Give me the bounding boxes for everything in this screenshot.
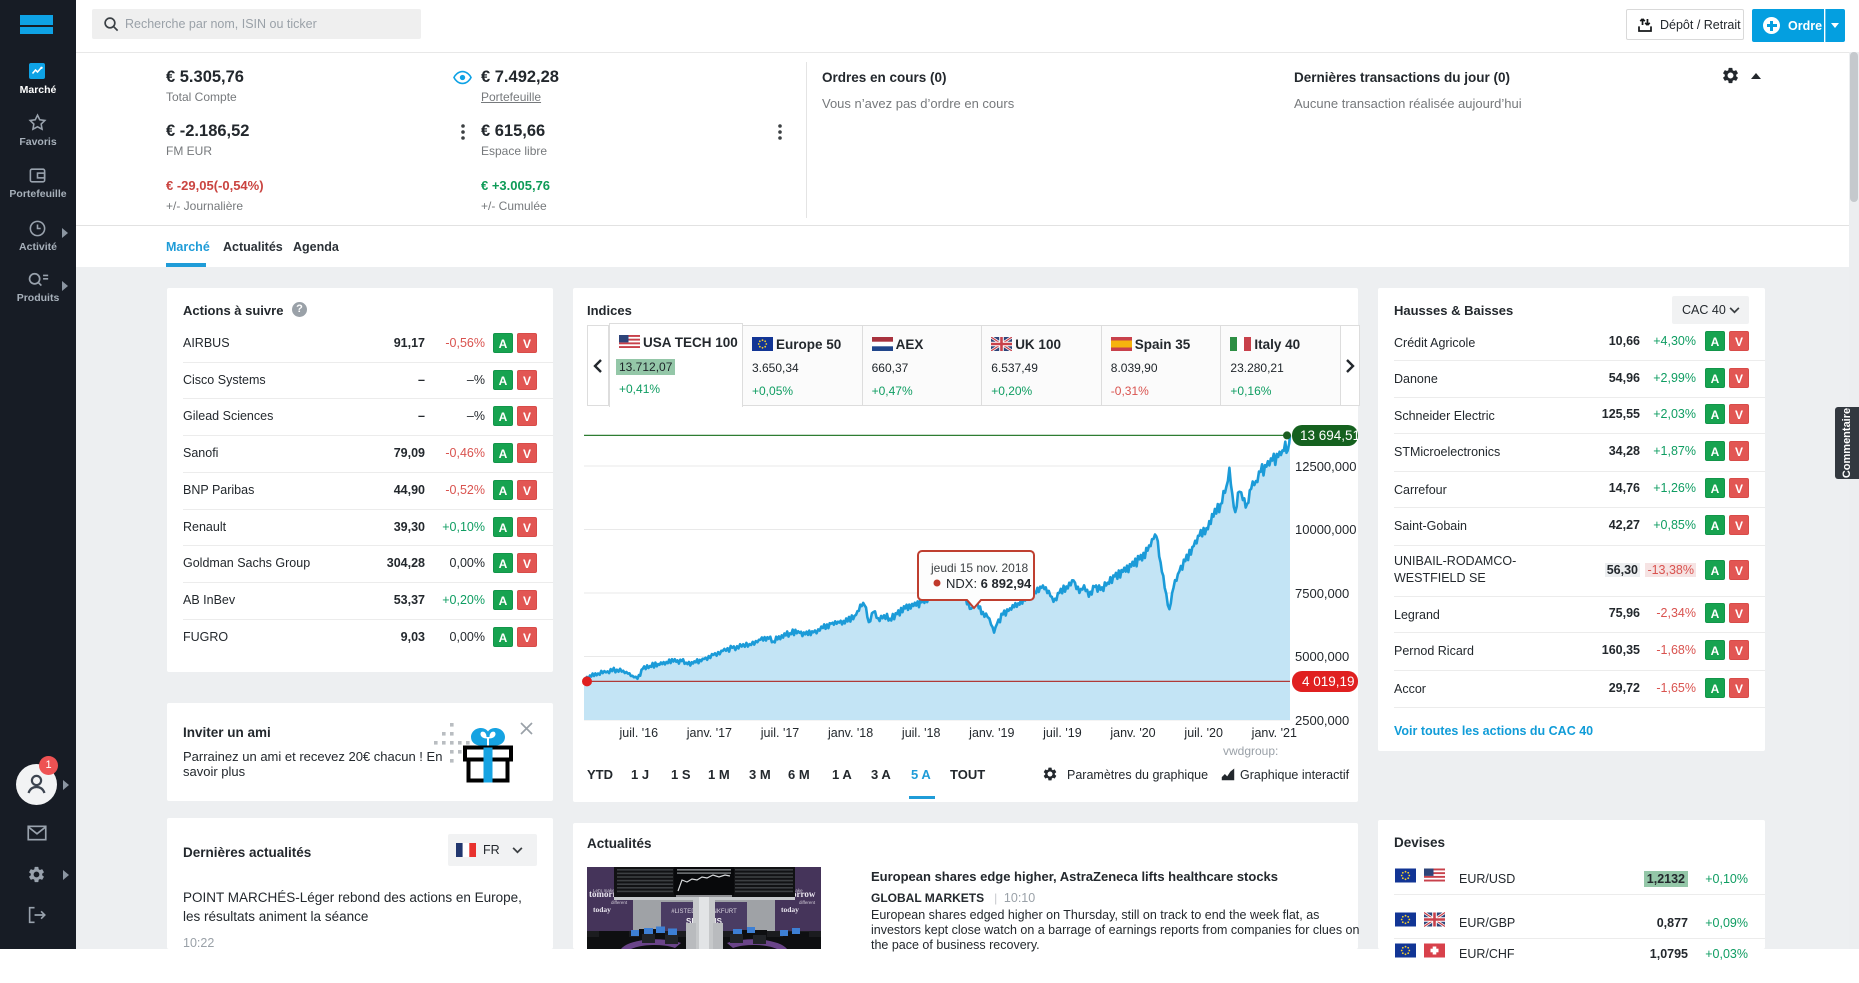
svg-text:today: today — [781, 905, 799, 914]
svg-text:tomorrow: tomorrow — [777, 889, 816, 899]
svg-text:different: different — [611, 900, 628, 905]
svg-text:jeudi 15 nov. 2018: jeudi 15 nov. 2018 — [930, 561, 1029, 575]
svg-text:NDX: 6 892,94: NDX: 6 892,94 — [946, 576, 1032, 591]
svg-text:4 019,19: 4 019,19 — [1302, 674, 1355, 689]
svg-text:today: today — [593, 905, 611, 914]
svg-text:tomorrow: tomorrow — [589, 889, 628, 899]
svg-text:13 694,51: 13 694,51 — [1300, 428, 1358, 443]
svg-text:Let's make: Let's make — [593, 888, 615, 893]
svg-text:different: different — [799, 900, 816, 905]
